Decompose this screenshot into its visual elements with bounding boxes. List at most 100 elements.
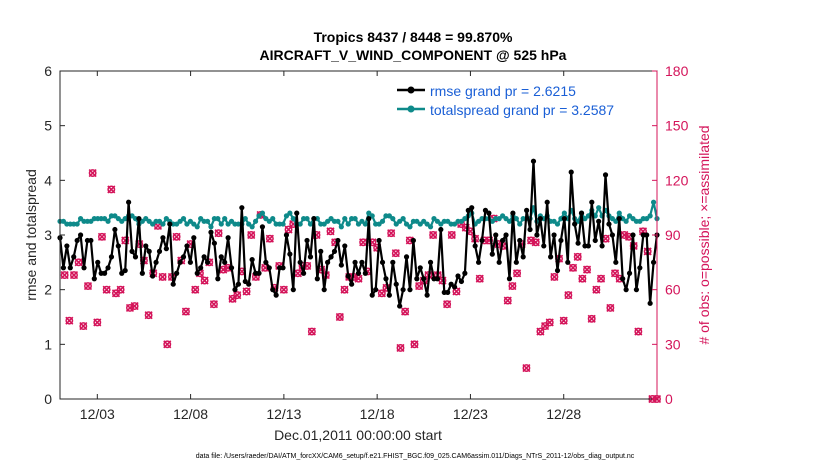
obs-possible-point xyxy=(340,285,349,294)
obs-assimilated-stroke xyxy=(83,281,93,291)
spread-point xyxy=(215,216,221,222)
rmse-point xyxy=(318,248,324,254)
rmse-point xyxy=(383,276,389,282)
obs-assimilated-point xyxy=(634,327,643,336)
obs-assimilated-point xyxy=(564,291,573,300)
obs-assimilated-stroke xyxy=(545,318,554,327)
obs-assimilated-point xyxy=(391,249,400,258)
obs-assimilated-point xyxy=(219,265,228,274)
obs-assimilated-point xyxy=(172,232,181,241)
spread-point xyxy=(208,224,214,230)
rmse-point xyxy=(602,172,609,178)
rmse-point xyxy=(520,254,526,260)
rmse-point xyxy=(623,287,629,293)
obs-possible-point xyxy=(391,249,400,258)
obs-assimilated-point xyxy=(410,340,419,349)
obs-assimilated-point xyxy=(93,318,102,327)
rmse-point xyxy=(232,287,238,293)
rmse-point xyxy=(626,270,633,276)
obs-possible-point xyxy=(209,300,218,309)
spread-point xyxy=(407,224,413,230)
obs-assimilated-point xyxy=(181,307,190,316)
rmse-point xyxy=(150,273,156,279)
rmse-point xyxy=(225,235,231,241)
rmse-point xyxy=(503,232,509,238)
obs-possible-point xyxy=(578,274,587,283)
rmse-point xyxy=(578,210,585,216)
rmse-point xyxy=(544,199,550,205)
rmse-point xyxy=(451,284,458,290)
obs-assimilated-point xyxy=(429,230,438,240)
rmse-point xyxy=(338,262,344,268)
obs-possible-point xyxy=(606,303,615,312)
rmse-point xyxy=(163,246,169,252)
obs-assimilated-stroke xyxy=(443,300,452,309)
rmse-point xyxy=(115,243,121,249)
rmse-point xyxy=(143,243,149,249)
obs-assimilated-stroke xyxy=(209,300,218,309)
obs-assimilated-stroke xyxy=(265,234,274,243)
obs-assimilated-stroke xyxy=(582,265,592,274)
obs-assimilated-stroke xyxy=(65,316,74,325)
obs-possible-point xyxy=(102,285,111,294)
rmse-point xyxy=(283,232,290,238)
rmse-point xyxy=(427,259,434,265)
obs-assimilated-stroke xyxy=(125,303,135,312)
legend-spread-label: totalspread grand pr = 3.2587 xyxy=(430,102,614,118)
obs-assimilated-stroke xyxy=(522,363,531,373)
obs-assimilated-point xyxy=(242,287,251,296)
rmse-point xyxy=(198,265,204,271)
rmse-point xyxy=(297,259,303,265)
obs-assimilated-point xyxy=(200,276,209,285)
obs-assimilated-point xyxy=(279,285,288,294)
obs-assimilated-point xyxy=(102,285,111,294)
obs-possible-point xyxy=(387,229,396,238)
rmse-point xyxy=(537,216,543,222)
rmse-point xyxy=(77,232,84,238)
spread-point xyxy=(390,216,396,222)
rmse-point xyxy=(307,254,314,260)
rmse-point xyxy=(74,237,80,244)
spread-point xyxy=(647,213,653,219)
obs-assimilated-point xyxy=(550,272,559,281)
obs-possible-point xyxy=(564,291,573,300)
rmse-point xyxy=(139,270,145,276)
rmse-point xyxy=(249,257,255,263)
rmse-point xyxy=(301,270,307,276)
obs-possible-point xyxy=(335,313,344,321)
obs-assimilated-point xyxy=(503,296,512,305)
obs-assimilated-stroke xyxy=(447,230,456,240)
obs-assimilated-point xyxy=(578,274,587,283)
rmse-point xyxy=(524,207,530,213)
rmse-point xyxy=(105,265,111,271)
obs-possible-point xyxy=(65,316,74,325)
spread-point xyxy=(252,218,259,224)
obs-possible-point xyxy=(415,282,424,290)
rmse-point xyxy=(609,232,615,238)
spread-point xyxy=(74,221,80,227)
obs-possible-point xyxy=(443,300,452,309)
spread-point xyxy=(554,221,561,227)
obs-possible-point xyxy=(429,231,438,239)
spread-point xyxy=(650,199,657,205)
rmse-point xyxy=(170,281,176,287)
rmse-point xyxy=(397,303,403,309)
right-tick-label: 90 xyxy=(665,227,681,243)
obs-assimilated-point xyxy=(522,363,531,373)
obs-possible-point xyxy=(172,232,181,241)
rmse-point xyxy=(64,243,70,249)
obs-assimilated-stroke xyxy=(279,285,288,294)
spread-point xyxy=(561,210,567,216)
rmse-point xyxy=(630,232,636,238)
obs-assimilated-point xyxy=(60,271,69,280)
spread-point xyxy=(287,210,293,216)
x-tick-label: 12/13 xyxy=(266,406,301,422)
spread-point xyxy=(506,218,513,224)
legend-spread-marker xyxy=(407,105,415,113)
obs-assimilated-point xyxy=(531,238,540,247)
spread-point xyxy=(270,216,276,222)
rmse-point xyxy=(126,199,132,205)
obs-possible-point xyxy=(163,340,172,349)
rmse-point xyxy=(455,273,461,279)
obs-assimilated-point xyxy=(592,285,601,294)
